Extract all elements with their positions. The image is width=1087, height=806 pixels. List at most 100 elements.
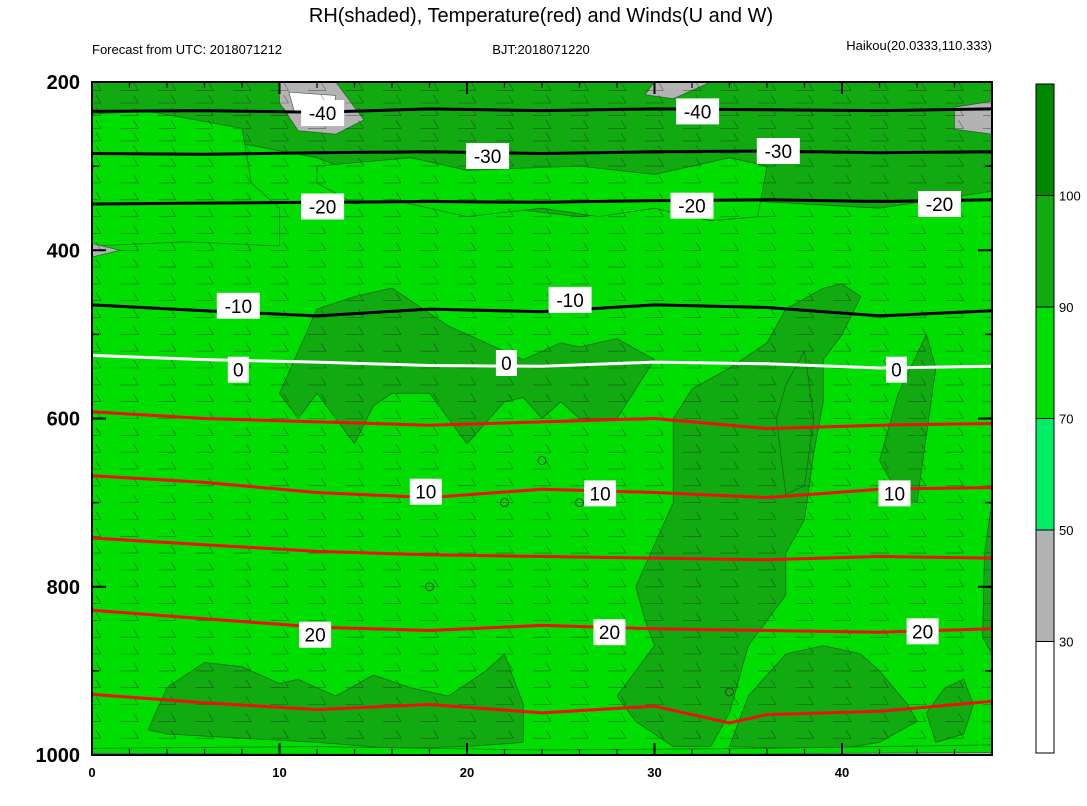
wind-barb-flag [133, 528, 139, 537]
wind-barb-flag [958, 528, 964, 537]
wind-barb-flag [583, 174, 589, 184]
wind-barb-flag [245, 629, 252, 638]
wind-barb-flag [733, 645, 739, 655]
wind-barb-flag [358, 645, 364, 655]
wind-barb-flag [958, 578, 964, 587]
wind-barb-flag [545, 578, 552, 587]
wind-barb-flag [658, 225, 664, 234]
wind-barb-flag [283, 679, 289, 688]
wind-barb-flag [883, 595, 889, 604]
wind-barb-flag [733, 275, 739, 285]
wind-barb-flag [545, 544, 552, 554]
wind-barb-flag [770, 561, 777, 571]
wind-barb-flag [996, 528, 1001, 536]
isotherm-line [92, 410, 992, 431]
wind-barb-flag [845, 494, 852, 503]
wind-barb-flag [320, 444, 327, 453]
wind-barb-flag [583, 343, 589, 352]
wind-barb-flag [695, 511, 702, 520]
wind-barb-flag [845, 713, 852, 722]
wind-barb-flag [395, 393, 402, 402]
wind-barb-flag [395, 696, 402, 705]
wind-barb-flag [95, 696, 102, 705]
isotherm-label-box [593, 619, 626, 646]
wind-barb-flag [395, 94, 402, 104]
wind-barb-flag [320, 174, 327, 184]
wind-barb-flag [208, 132, 214, 142]
wind-barb-flag [283, 343, 289, 352]
wind-barb-flag [845, 120, 852, 129]
wind-barb-flag [583, 528, 589, 537]
calm-wind-circle [425, 582, 434, 592]
wind-barb-flag [958, 120, 964, 129]
wind-barb-flag [208, 645, 214, 655]
wind-barb-flag [133, 157, 139, 167]
wind-barb-flag [395, 82, 402, 91]
wind-barb-flag [95, 645, 102, 655]
wind-barb-flag [358, 191, 364, 200]
wind-barb-flag [208, 292, 214, 301]
wind-barb-flag [770, 343, 777, 352]
wind-barb-flag [283, 595, 289, 604]
wind-barb-flag [658, 427, 664, 436]
wind-barb-flag [170, 157, 177, 167]
wind-barb-flag [770, 410, 777, 419]
colorbar-label: 90 [1059, 300, 1073, 315]
wind-barb-flag [658, 511, 664, 520]
wind-barb-flag [808, 544, 814, 554]
wind-barb-flag [133, 275, 139, 285]
wind-barb-flag [508, 208, 514, 217]
wind-barb-flag [845, 444, 852, 453]
wind-barb-flag [770, 258, 777, 268]
isotherm-label: -30 [474, 147, 501, 168]
wind-barb-flag [470, 94, 477, 104]
wind-barb-flag [133, 208, 139, 217]
wind-barb-flag [433, 258, 439, 268]
wind-barb-flag [170, 326, 177, 335]
wind-barb-flag [996, 562, 1001, 570]
wind-barb-flag [770, 477, 777, 486]
wind-barb-flag [658, 679, 664, 688]
wind-barb-flag [583, 120, 589, 129]
wind-barb-flag [95, 157, 102, 167]
wind-barb-flag [470, 544, 477, 554]
wind-barb-flag [545, 94, 552, 104]
wind-barb-flag [320, 713, 327, 722]
wind-barb-flag [433, 595, 439, 604]
wind-barb-flag [283, 494, 289, 503]
wind-barb-flag [508, 645, 514, 655]
wind-barb-flag [208, 528, 214, 537]
wind-barb-flag [395, 292, 402, 301]
wind-barb-flag [320, 343, 327, 352]
wind-barb-flag [658, 292, 664, 301]
wind-barb-flag [208, 578, 214, 587]
wind-barb-flag [545, 528, 552, 537]
wind-barb-flag [620, 275, 627, 285]
isotherm-label: -20 [309, 198, 336, 219]
wind-barb-flag [170, 494, 177, 503]
wind-barb-flag [958, 595, 964, 604]
wind-barb-flag [170, 444, 177, 453]
wind-barb-flag [245, 132, 252, 142]
isotherm-label-box [216, 292, 260, 319]
wind-barb-flag [283, 132, 289, 142]
wind-barb-flag [358, 477, 364, 486]
wind-barb-flag [583, 578, 589, 587]
wind-barb-flag [920, 292, 927, 301]
wind-barb-flag [395, 612, 402, 621]
wind-barb-flag [920, 645, 927, 655]
wind-barb-flag [996, 276, 1001, 284]
wind-barb-flag [395, 343, 402, 352]
wind-barb-flag [358, 242, 364, 251]
wind-barb-flag [583, 225, 589, 234]
x-tick-label: 40 [835, 765, 849, 780]
wind-barb-flag [620, 258, 627, 268]
wind-barb-flag [245, 174, 252, 184]
wind-barb-flag [358, 595, 364, 604]
wind-barb-flag [695, 544, 702, 554]
wind-barb-flag [170, 578, 177, 587]
wind-barb-flag [583, 444, 589, 453]
wind-barb-flag [583, 326, 589, 335]
wind-barb-flag [95, 326, 102, 335]
